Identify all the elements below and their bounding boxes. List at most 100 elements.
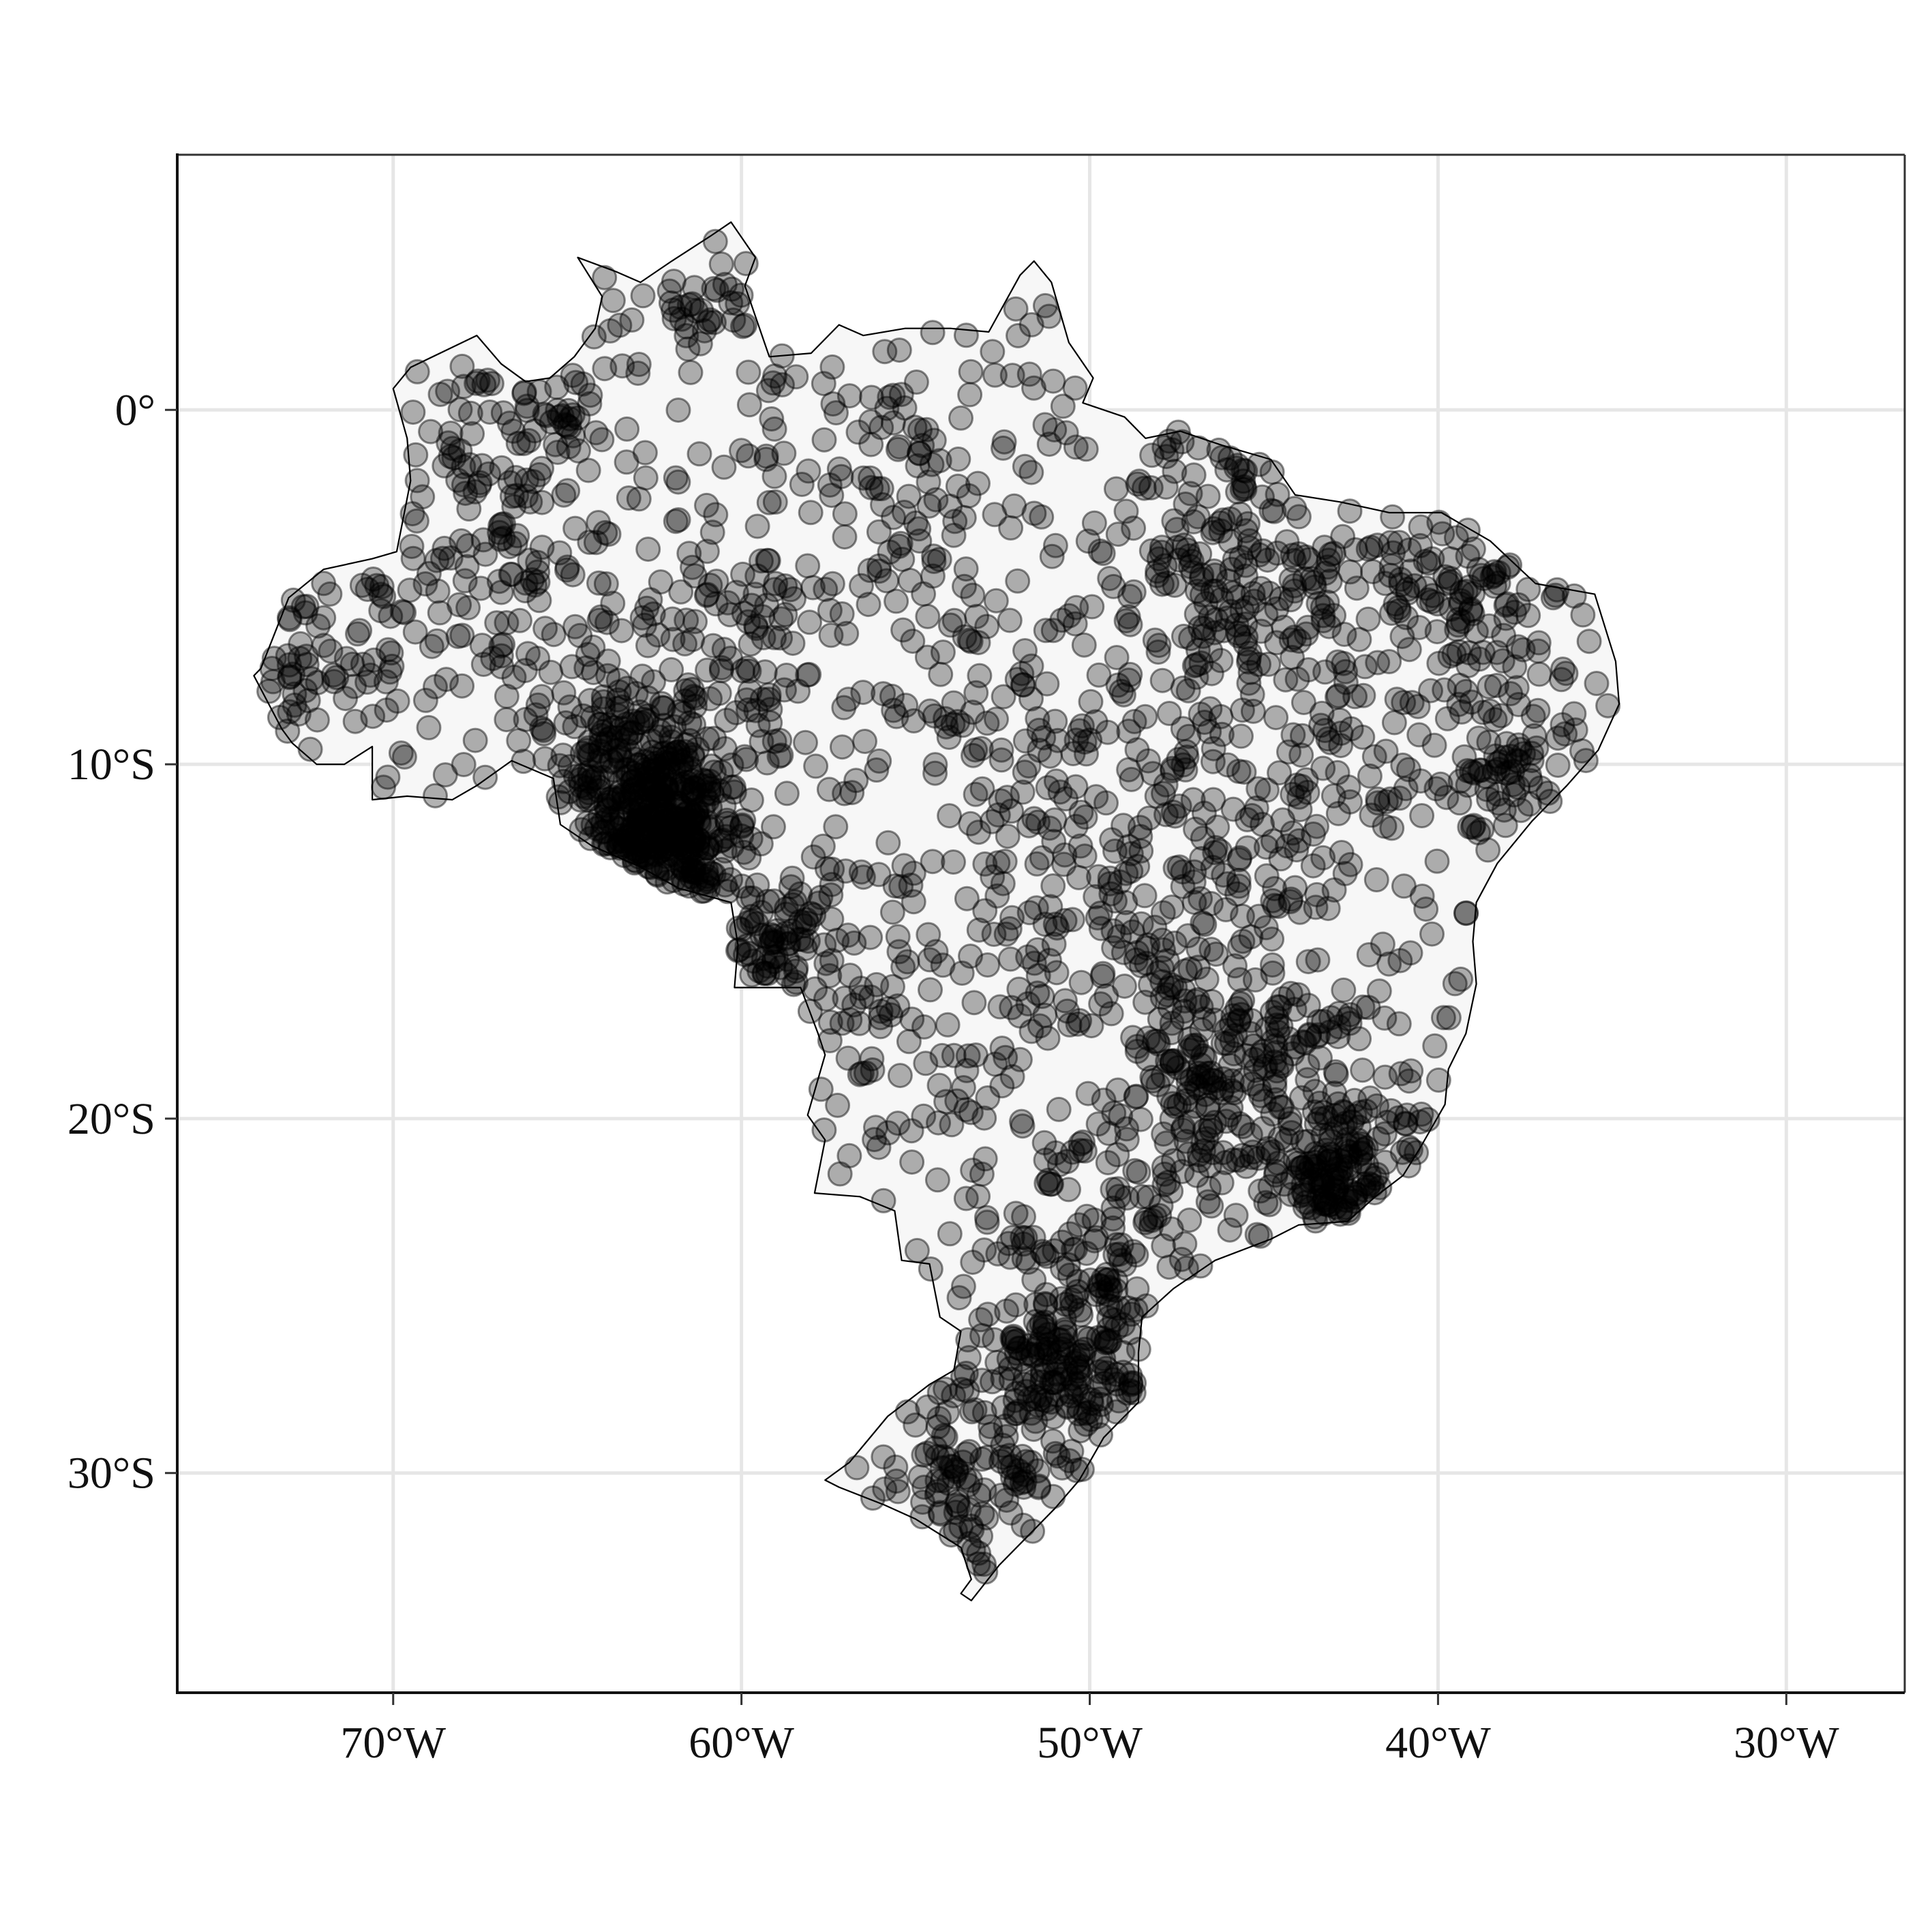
occurrence-point-1235	[1460, 536, 1486, 562]
occurrence-point-1216	[1278, 627, 1304, 653]
occurrence-point-456	[752, 961, 778, 986]
occurrence-point-205	[625, 752, 651, 778]
occurrence-point-1738	[475, 367, 500, 393]
occurrence-point-1401	[1484, 751, 1510, 776]
occurrence-point-2412	[1424, 848, 1450, 874]
occurrence-point-1058	[1053, 1291, 1078, 1317]
occurrence-point-646	[1145, 1072, 1171, 1098]
occurrence-point-2516	[886, 434, 912, 459]
occurrence-point-2343	[1569, 738, 1595, 764]
occurrence-point-275	[665, 825, 691, 851]
occurrence-point-405	[684, 800, 710, 826]
occurrence-point-1707	[435, 378, 461, 404]
occurrence-point-1820	[942, 509, 968, 534]
occurrence-point-2844	[1231, 457, 1256, 483]
occurrence-point-415	[664, 826, 690, 851]
occurrence-point-352	[683, 799, 709, 825]
occurrence-point-227	[588, 738, 613, 764]
occurrence-point-1393	[1507, 736, 1533, 762]
occurrence-point-250	[682, 774, 707, 800]
occurrence-point-463	[736, 941, 762, 966]
occurrence-point-2751	[694, 539, 720, 564]
occurrence-point-2679	[635, 537, 661, 562]
occurrence-point-2278	[625, 762, 651, 788]
occurrence-point-1139	[998, 1366, 1024, 1392]
occurrence-point-1316	[1386, 598, 1412, 624]
occurrence-point-1627	[441, 445, 467, 471]
occurrence-point-273	[625, 839, 651, 865]
occurrence-point-1515	[956, 627, 982, 653]
occurrence-point-155	[681, 712, 707, 738]
occurrence-point-421	[622, 800, 648, 826]
occurrence-point-384	[639, 834, 665, 860]
occurrence-point-1219	[1278, 587, 1303, 613]
occurrence-point-1873	[888, 874, 914, 900]
occurrence-point-1446	[1207, 839, 1233, 864]
occurrence-point-376	[646, 818, 671, 844]
occurrence-point-868	[1203, 834, 1228, 860]
occurrence-point-2876	[1106, 1388, 1132, 1414]
occurrence-point-1887	[953, 1186, 979, 1211]
occurrence-point-2273	[1156, 701, 1182, 726]
occurrence-point-522	[1173, 1128, 1199, 1154]
occurrence-point-1903	[697, 573, 723, 598]
occurrence-point-505	[1233, 1153, 1259, 1179]
occurrence-point-912	[1048, 1366, 1074, 1392]
occurrence-point-1802	[695, 310, 721, 335]
occurrence-point-1452	[1136, 805, 1162, 831]
occurrence-point-326	[669, 855, 695, 881]
occurrence-point-1792	[689, 297, 714, 323]
occurrence-point-185	[669, 771, 695, 797]
occurrence-point-2446	[729, 438, 754, 464]
occurrence-point-391	[676, 873, 702, 899]
occurrence-point-721	[1310, 1168, 1335, 1194]
occurrence-point-1574	[941, 849, 966, 875]
occurrence-point-2524	[907, 528, 933, 554]
occurrence-point-303	[748, 831, 774, 857]
occurrence-point-1209	[1335, 774, 1361, 800]
occurrence-point-979	[1053, 1319, 1078, 1345]
occurrence-point-754	[1263, 1158, 1289, 1184]
occurrence-point-91	[599, 749, 625, 775]
occurrence-point-2722	[949, 1376, 975, 1402]
occurrence-point-1943	[680, 627, 706, 652]
occurrence-point-795	[1035, 1025, 1061, 1051]
occurrence-point-2730	[1595, 693, 1621, 719]
occurrence-point-1322	[1162, 573, 1188, 598]
occurrence-point-492	[794, 907, 819, 933]
occurrence-point-25	[586, 778, 612, 804]
occurrence-point-843	[1188, 886, 1213, 911]
occurrence-point-921	[1069, 1354, 1095, 1380]
occurrence-point-1566	[941, 522, 967, 548]
occurrence-point-637	[1276, 1026, 1301, 1052]
occurrence-point-1530	[1063, 727, 1089, 753]
occurrence-point-245	[592, 819, 618, 845]
occurrence-point-1041	[1065, 1355, 1091, 1381]
occurrence-point-2825	[1099, 827, 1125, 853]
occurrence-point-305	[632, 772, 657, 798]
occurrence-point-876	[1170, 873, 1196, 899]
occurrence-point-1428	[1453, 901, 1479, 926]
occurrence-point-930	[1033, 1292, 1059, 1318]
occurrence-point-1438	[1209, 721, 1235, 747]
occurrence-point-683	[1248, 1083, 1273, 1108]
occurrence-point-2322	[1446, 639, 1472, 665]
occurrence-point-1158	[1316, 614, 1342, 639]
occurrence-point-2399	[583, 420, 609, 446]
occurrence-point-2618	[1003, 1340, 1029, 1366]
occurrence-point-1163	[1517, 791, 1542, 817]
occurrence-point-2750	[1326, 1014, 1352, 1040]
occurrence-point-626	[1191, 1006, 1217, 1032]
occurrence-point-2356	[1198, 891, 1224, 916]
occurrence-point-1770	[496, 410, 522, 436]
occurrence-point-737	[1356, 1162, 1382, 1188]
occurrence-point-402	[621, 836, 646, 862]
occurrence-point-280	[685, 826, 711, 852]
occurrence-point-525	[1075, 1081, 1101, 1106]
occurrence-point-688	[1323, 1178, 1349, 1204]
occurrence-point-590	[1210, 1076, 1235, 1102]
occurrence-point-542	[1186, 1142, 1212, 1168]
occurrence-point-1451	[1357, 763, 1383, 789]
occurrence-point-2331	[1029, 1325, 1055, 1351]
occurrence-point-1578	[1117, 612, 1143, 637]
